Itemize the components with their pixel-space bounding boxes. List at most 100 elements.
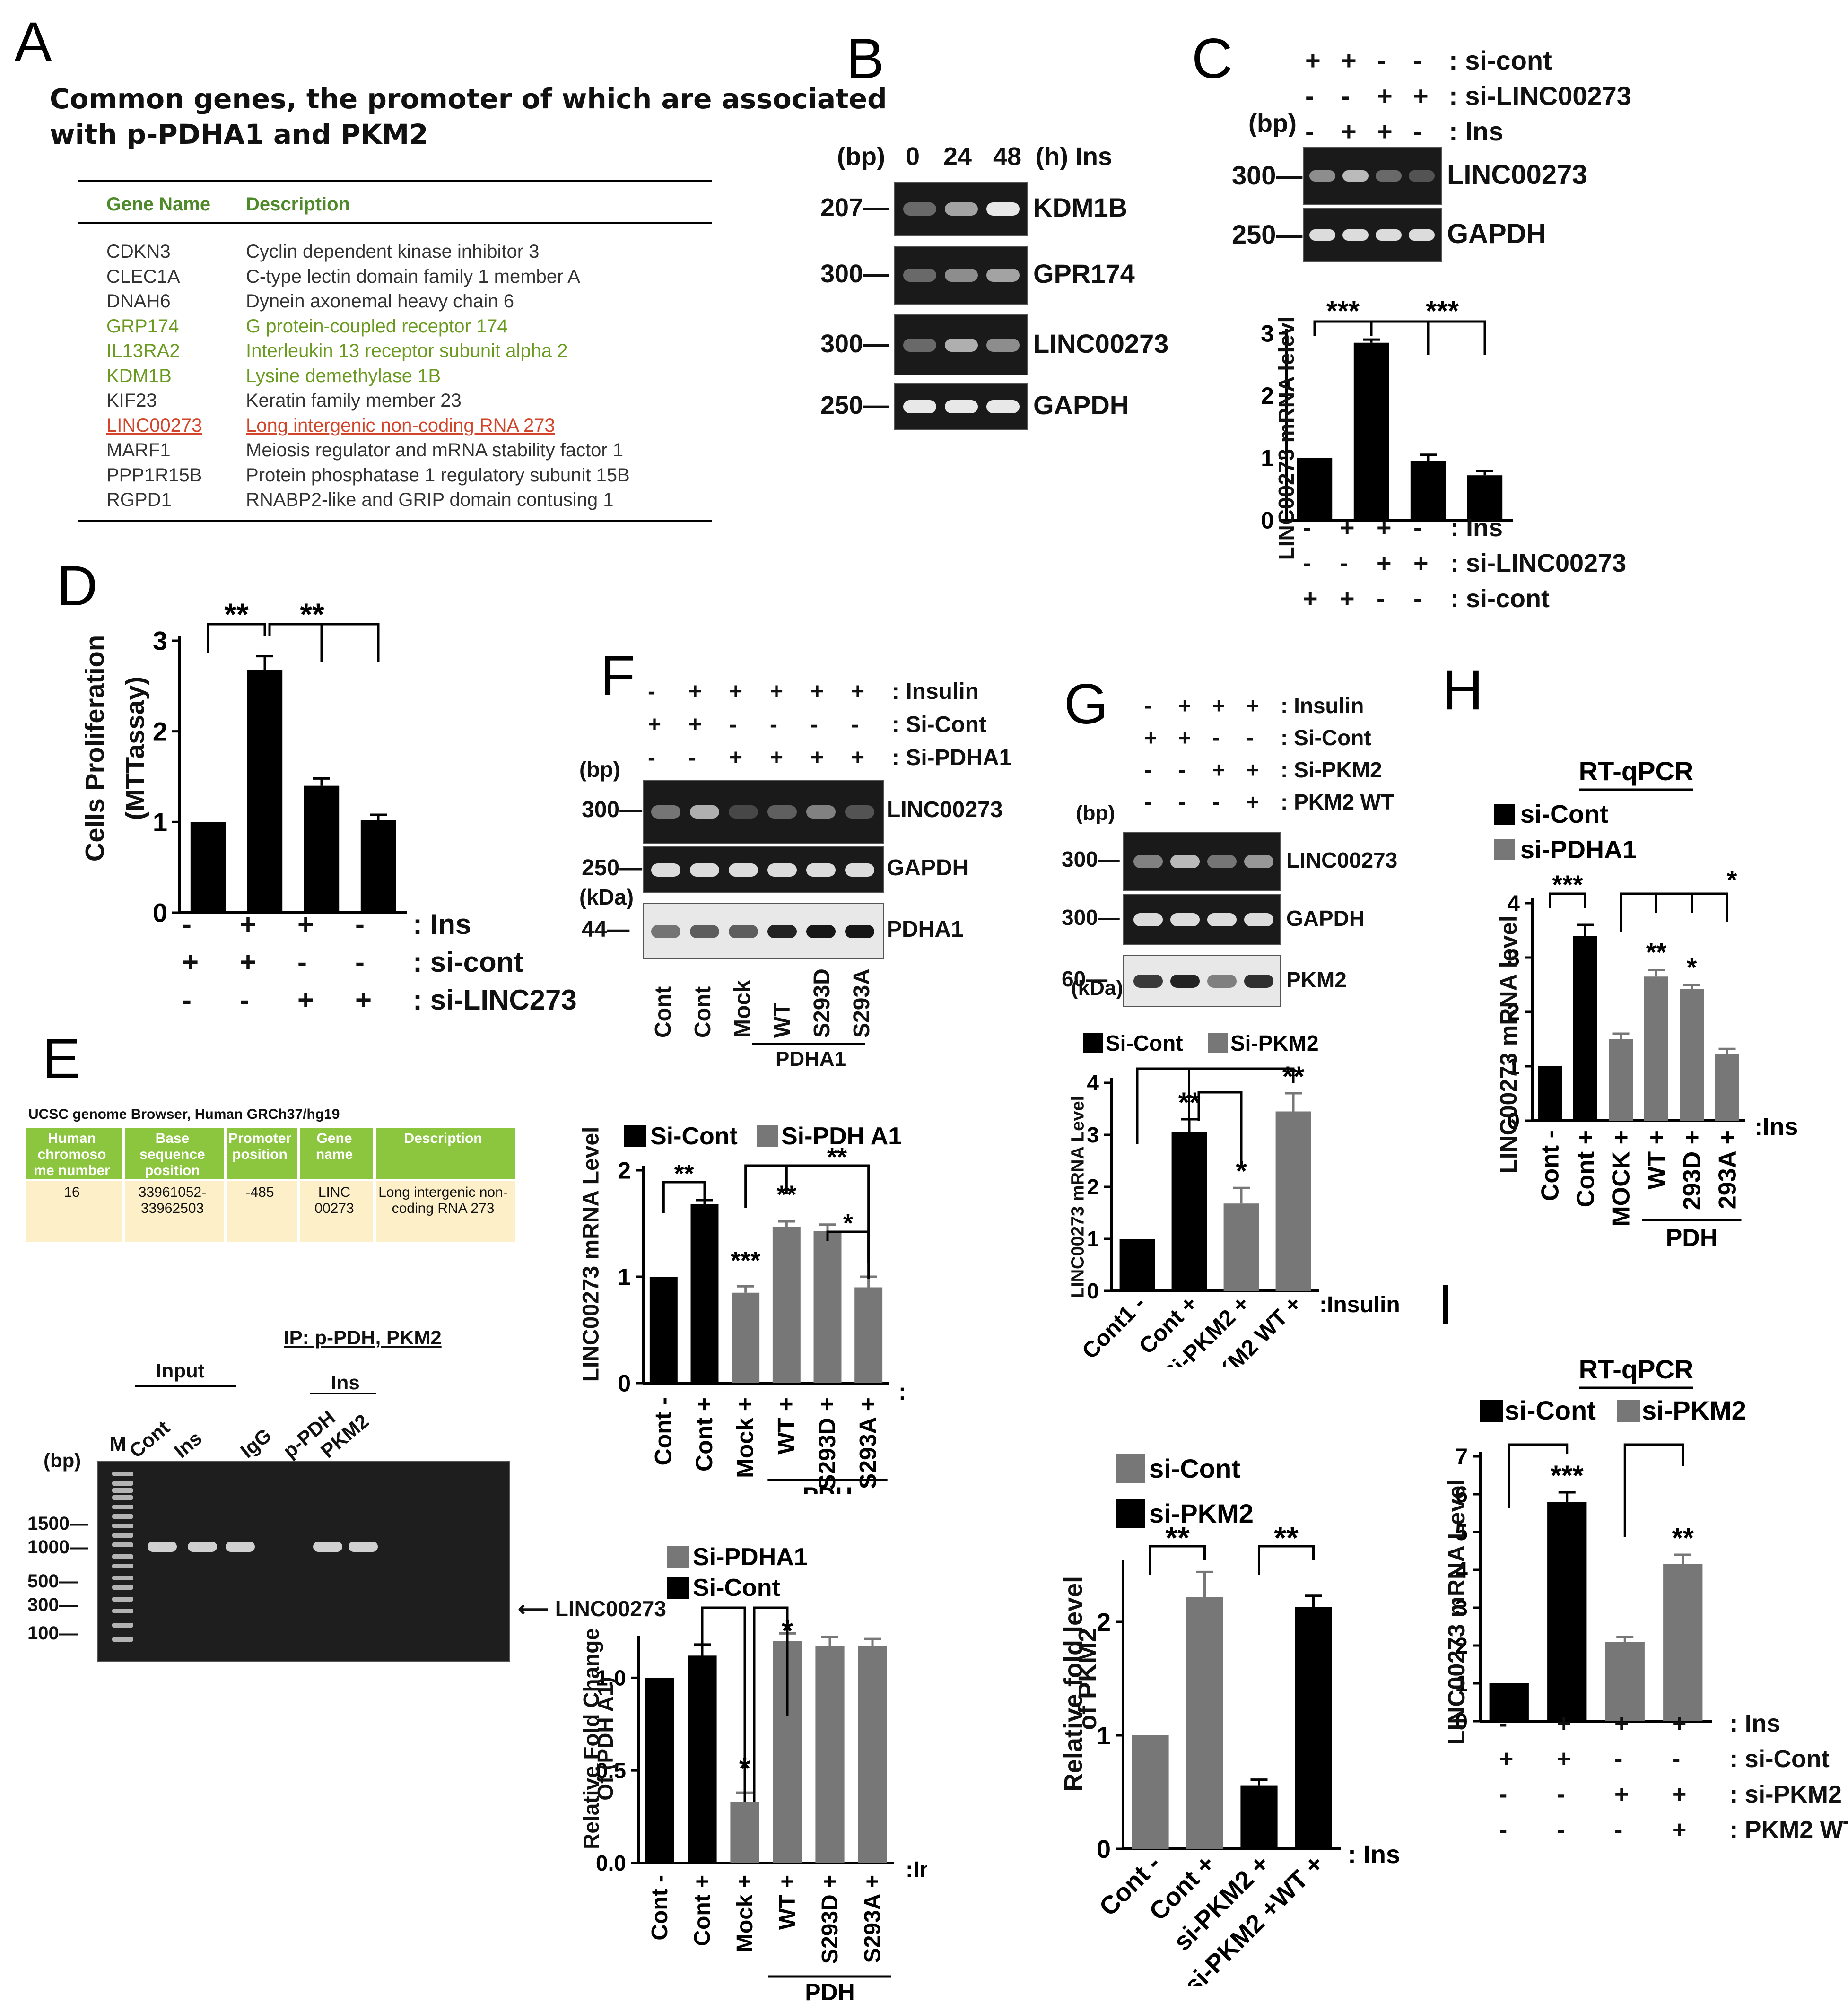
panel-c-row-label: : si-cont — [1449, 45, 1552, 75]
ladder-band — [112, 1564, 133, 1568]
bar — [1171, 1132, 1207, 1291]
ladder-size-label: 1500— — [27, 1513, 88, 1534]
ucsc-header-text: Base sequence position — [139, 1131, 205, 1178]
significance-label: * — [1687, 952, 1697, 982]
blot-name: LINC00273 — [1033, 328, 1169, 358]
gel-band — [945, 400, 978, 413]
gel-band — [1170, 855, 1200, 868]
panel-d-xrow-sign: - — [355, 946, 365, 978]
western-band — [1133, 974, 1163, 988]
significance-label: * — [1727, 865, 1737, 895]
panel-label-i: I — [1438, 1273, 1454, 1336]
x-tail-label: : Insulin — [898, 1378, 908, 1405]
gel-band — [1376, 170, 1402, 182]
gel-blot — [643, 903, 884, 959]
legend-swatch — [1480, 1400, 1503, 1422]
panel-c-xrow-sign: + — [1377, 549, 1392, 577]
lane-label: S293A — [849, 968, 874, 1038]
gene-description-cell: Interleukin 13 receptor subunit alpha 2 — [246, 340, 568, 361]
gel-blot — [643, 846, 884, 893]
panel-g-row-sign: + — [1212, 758, 1225, 782]
panel-c-xrow-sign: - — [1303, 549, 1311, 577]
gel-band — [651, 805, 680, 819]
ucsc-header-text: Gene name — [315, 1131, 353, 1162]
bar — [1275, 1111, 1311, 1291]
ucsc-header-cell: Promoter position — [227, 1128, 299, 1179]
x-category-label: S293A + — [855, 1397, 881, 1489]
gel-blot — [1123, 894, 1281, 945]
gene-name-cell: CDKN3 — [106, 241, 171, 262]
blot-name: PKM2 — [1286, 967, 1347, 992]
panel-f-row-sign: - — [648, 745, 655, 770]
panel-f-row-sign: + — [811, 745, 824, 770]
significance-bracket — [1136, 1067, 1295, 1144]
bar — [1240, 1785, 1278, 1849]
bar — [304, 785, 340, 913]
panel-c-xrow-sign: + — [1340, 514, 1355, 542]
x-tail-label: :Insulin — [1319, 1292, 1400, 1317]
y-tick-label: 0 — [618, 1370, 631, 1397]
panel-f-row-sign: + — [811, 679, 824, 704]
bp-marker: 60— — [1062, 966, 1108, 991]
gel-band — [806, 805, 836, 819]
panel-h-ylabel: LINC00273 mRNA level — [1495, 915, 1522, 1174]
gel-band — [1409, 229, 1435, 241]
panel-c-row-sign: - — [1413, 116, 1422, 146]
product-band — [349, 1542, 378, 1552]
panel-g-chart2-ylabel-2: of PKM2 — [1073, 1628, 1102, 1730]
panel-c-xrow-sign: + — [1340, 584, 1355, 613]
gene-description-cell: G protein-coupled receptor 174 — [246, 315, 508, 337]
bp-marker: 300— — [820, 260, 889, 288]
significance-bracket — [1197, 1091, 1243, 1163]
x-tail-label: : Ins — [1348, 1840, 1400, 1869]
panel-d-ylabel: Cells Proliferation — [79, 635, 110, 862]
ucsc-header-cell: Human chromoso me number — [26, 1128, 124, 1179]
panel-i-xrow-sign: - — [1499, 1710, 1508, 1737]
significance-label: * — [843, 1209, 853, 1237]
panel-c-xrow-label: : si-cont — [1450, 584, 1550, 613]
panel-i-xrow-label: : si-Cont — [1730, 1745, 1830, 1773]
ucsc-value-text: -485 — [245, 1185, 274, 1200]
ip-title: IP: p-PDH, PKM2 — [284, 1326, 442, 1349]
panel-label-a: A — [14, 10, 52, 74]
gene-name-cell: GRP174 — [106, 315, 179, 337]
panel-g-row-label: : PKM2 WT — [1281, 790, 1395, 814]
bar — [1119, 1239, 1155, 1291]
ladder-band — [112, 1472, 133, 1476]
significance-label: *** — [1426, 295, 1459, 327]
significance-bracket — [662, 1181, 706, 1213]
bar — [732, 1292, 760, 1383]
panel-f-row-sign: - — [648, 679, 655, 704]
gene-description-cell: RNABP2-like and GRIP domain contusing 1 — [246, 489, 614, 510]
panel-g-row-sign: + — [1212, 693, 1225, 718]
legend-label: Si-PKM2 — [1230, 1031, 1319, 1055]
y-tick-label: 1 — [153, 807, 167, 837]
gel-band — [1244, 855, 1273, 868]
ucsc-value-text: LINC 00273 — [314, 1185, 354, 1216]
ucsc-caption: UCSC genome Browser, Human GRCh37/hg19 — [28, 1106, 340, 1122]
lane-label: S293D — [810, 968, 835, 1038]
panel-d-xrow-sign: + — [297, 984, 314, 1016]
panel-d-ylabel-2: (MTTassay) — [120, 676, 150, 820]
gene-description-cell: Protein phosphatase 1 regulatory subunit… — [246, 464, 630, 486]
product-band — [313, 1542, 342, 1552]
y-tick-label: 1 — [618, 1264, 631, 1290]
panel-f-row-sign: + — [851, 745, 865, 770]
lane-label: WT — [770, 1002, 795, 1038]
panel-i-xrow-label: : si-PKM2 — [1730, 1781, 1842, 1808]
ucsc-value-cell: -485 — [227, 1181, 299, 1242]
gel-blot — [1123, 832, 1281, 891]
x-category-label: Cont - — [1537, 1130, 1564, 1201]
panel-g-row-sign: - — [1178, 790, 1186, 814]
y-tick-label: 1 — [1097, 1722, 1111, 1750]
ucsc-value-text: 33961052- 33962503 — [138, 1185, 207, 1216]
panel-c-row-sign: - — [1305, 116, 1314, 146]
bar — [1573, 936, 1597, 1121]
y-tick-label: 5 — [1455, 1520, 1468, 1545]
x-category-label: 293A + — [1714, 1130, 1742, 1209]
table-top-rule — [78, 180, 712, 182]
legend-label: Si-PDHA1 — [693, 1543, 808, 1571]
ladder-band — [112, 1609, 133, 1613]
gene-description-cell: Cyclin dependent kinase inhibitor 3 — [246, 241, 540, 262]
gene-name-cell: CLEC1A — [106, 266, 180, 287]
